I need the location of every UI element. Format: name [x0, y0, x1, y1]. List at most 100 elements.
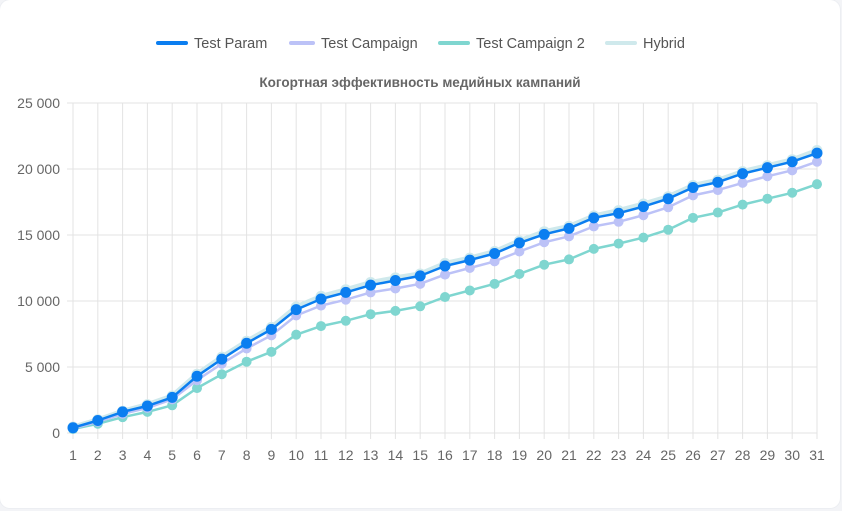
x-axis: 1 2 3 4 5 6 7 8 9 10 11 12 13 14 15 16 17 18 19 20 21 22 23 24 2…	[69, 447, 825, 463]
data-point-test-param[interactable]	[464, 254, 476, 266]
data-point-test-campaign-2[interactable]	[440, 292, 450, 303]
data-point-test-param[interactable]	[761, 162, 773, 174]
data-point-test-campaign-2[interactable]	[737, 199, 748, 210]
data-point-test-campaign[interactable]	[688, 190, 698, 201]
data-point-test-param[interactable]	[588, 212, 600, 224]
data-point-test-param[interactable]	[265, 323, 277, 335]
x-tick-label: 28	[735, 447, 751, 463]
data-point-test-campaign-2[interactable]	[812, 179, 822, 190]
data-point-test-campaign-2[interactable]	[216, 369, 227, 380]
data-point-test-campaign[interactable]	[514, 246, 525, 257]
data-point-test-param[interactable]	[811, 147, 823, 159]
data-point-test-param[interactable]	[290, 304, 302, 316]
data-point-test-campaign-2[interactable]	[663, 224, 674, 235]
data-point-test-param[interactable]	[340, 286, 352, 298]
legend-label: Test Campaign	[321, 36, 418, 52]
data-point-test-param[interactable]	[191, 370, 203, 382]
data-point-test-campaign[interactable]	[762, 171, 773, 182]
data-point-test-campaign-2[interactable]	[638, 232, 649, 243]
x-tick-label: 15	[412, 447, 428, 463]
x-tick-label: 14	[388, 447, 404, 463]
data-point-test-param[interactable]	[737, 168, 749, 180]
data-point-test-param[interactable]	[439, 260, 451, 272]
data-point-test-campaign-2[interactable]	[241, 356, 252, 367]
data-point-test-param[interactable]	[216, 353, 228, 365]
data-point-test-campaign-2[interactable]	[588, 243, 599, 254]
data-point-test-param[interactable]	[241, 337, 253, 349]
data-point-test-param[interactable]	[687, 181, 699, 193]
x-tick-label: 16	[437, 447, 453, 463]
series-test-param	[67, 147, 823, 434]
data-point-test-campaign[interactable]	[663, 202, 674, 213]
data-point-test-param[interactable]	[786, 156, 798, 168]
data-point-test-campaign[interactable]	[539, 237, 550, 248]
legend-item-test-campaign-2[interactable]: Test Campaign 2	[438, 36, 585, 52]
data-point-test-campaign[interactable]	[638, 210, 649, 221]
data-point-test-campaign-2[interactable]	[266, 346, 277, 357]
y-tick-label: 20 000	[17, 161, 60, 177]
x-tick-label: 1	[69, 447, 77, 463]
x-tick-label: 12	[338, 447, 354, 463]
legend-label: Test Param	[194, 36, 267, 52]
data-point-test-campaign-2[interactable]	[365, 309, 376, 320]
x-tick-label: 13	[363, 447, 379, 463]
data-point-test-campaign-2[interactable]	[316, 321, 326, 332]
data-point-test-campaign[interactable]	[440, 269, 450, 280]
data-point-test-param[interactable]	[538, 228, 550, 240]
data-point-test-param[interactable]	[489, 247, 501, 259]
data-point-test-param[interactable]	[67, 422, 79, 434]
data-point-test-campaign-2[interactable]	[514, 268, 525, 279]
data-point-test-campaign-2[interactable]	[340, 315, 351, 326]
data-point-test-campaign-2[interactable]	[712, 207, 723, 218]
data-point-test-campaign-2[interactable]	[464, 285, 475, 296]
data-point-test-campaign[interactable]	[415, 278, 426, 289]
data-point-test-campaign-2[interactable]	[762, 193, 773, 204]
data-point-test-campaign-2[interactable]	[564, 254, 574, 265]
data-point-test-campaign[interactable]	[390, 283, 401, 294]
data-point-test-campaign-2[interactable]	[613, 238, 624, 249]
data-point-test-param[interactable]	[513, 237, 525, 249]
data-point-test-campaign[interactable]	[787, 165, 798, 176]
data-point-test-campaign-2[interactable]	[787, 187, 798, 198]
data-point-test-param[interactable]	[117, 406, 129, 418]
data-point-test-campaign-2[interactable]	[415, 301, 426, 312]
x-tick-label: 5	[168, 447, 176, 463]
data-point-test-param[interactable]	[662, 193, 674, 205]
x-tick-label: 27	[710, 447, 726, 463]
data-point-test-campaign[interactable]	[737, 177, 748, 188]
data-point-test-campaign-2[interactable]	[192, 383, 202, 394]
data-point-test-param[interactable]	[141, 400, 153, 412]
x-tick-label: 2	[94, 447, 102, 463]
x-tick-label: 17	[462, 447, 478, 463]
data-point-test-param[interactable]	[414, 270, 426, 282]
data-point-test-campaign[interactable]	[489, 256, 500, 267]
data-point-test-param[interactable]	[563, 222, 575, 234]
data-point-test-param[interactable]	[613, 207, 625, 219]
x-tick-label: 19	[512, 447, 528, 463]
data-point-test-campaign[interactable]	[812, 156, 822, 167]
data-point-test-campaign[interactable]	[613, 216, 624, 227]
x-tick-label: 9	[268, 447, 276, 463]
legend-item-hybrid[interactable]: Hybrid	[605, 36, 685, 52]
data-point-test-param[interactable]	[365, 279, 377, 291]
data-point-test-campaign[interactable]	[588, 221, 599, 232]
data-point-test-campaign-2[interactable]	[489, 278, 500, 289]
data-point-test-param[interactable]	[389, 275, 401, 287]
data-point-test-param[interactable]	[166, 391, 178, 403]
legend-item-test-param[interactable]: Test Param	[156, 36, 267, 52]
data-point-test-param[interactable]	[92, 414, 104, 426]
data-point-test-param[interactable]	[712, 176, 724, 188]
x-tick-label: 31	[809, 447, 825, 463]
data-point-test-param[interactable]	[637, 201, 649, 213]
data-point-test-campaign-2[interactable]	[291, 329, 302, 340]
data-point-test-campaign-2[interactable]	[390, 305, 401, 316]
data-point-test-param[interactable]	[315, 293, 327, 305]
legend-item-test-campaign[interactable]: Test Campaign	[289, 36, 418, 52]
data-point-test-campaign[interactable]	[564, 231, 574, 242]
data-point-test-campaign[interactable]	[464, 263, 475, 273]
data-point-test-campaign-2[interactable]	[539, 259, 550, 270]
data-point-test-campaign[interactable]	[712, 185, 723, 196]
data-point-test-campaign-2[interactable]	[688, 212, 698, 223]
x-tick-label: 11	[314, 447, 329, 463]
